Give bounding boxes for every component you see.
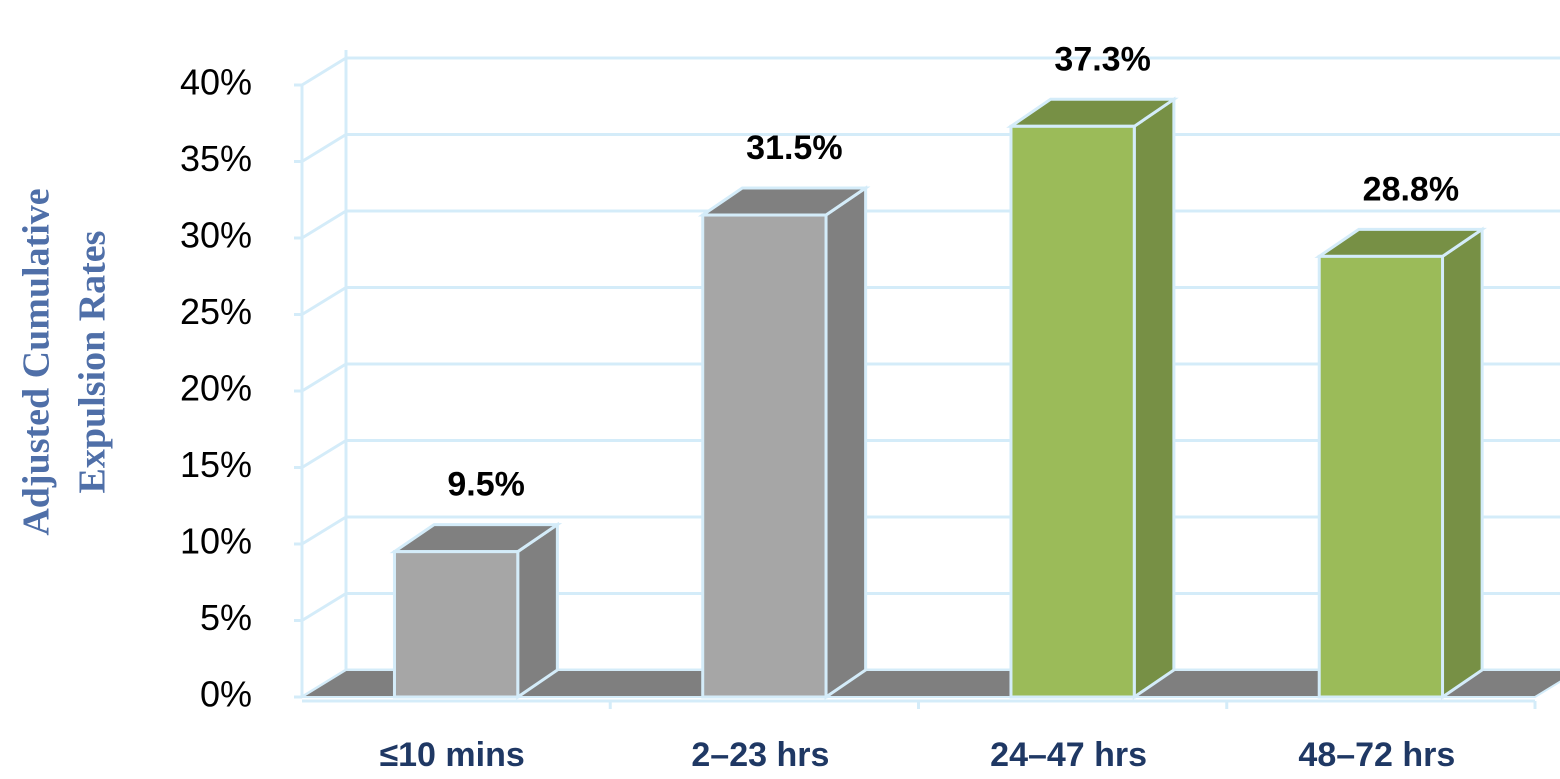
x-tick-label: 2–23 hrs (691, 736, 829, 774)
grid-line (301, 362, 347, 393)
y-tick-label: 35% (180, 138, 252, 179)
y-tick-label: 15% (180, 444, 252, 485)
grid-line (301, 515, 347, 546)
x-tick-label: ≤10 mins (379, 736, 524, 774)
value-label: 37.3% (1054, 40, 1150, 78)
y-axis-label: Adjusted Cumulative (16, 188, 58, 535)
y-tick-label: 5% (200, 597, 252, 638)
y-tick-label: 30% (180, 215, 252, 256)
value-label: 9.5% (447, 466, 525, 504)
y-tick-label: 20% (180, 368, 252, 409)
x-tick-label: 24–47 hrs (990, 736, 1147, 774)
y-tick-label: 10% (180, 521, 252, 562)
bar-side (1132, 96, 1176, 700)
bar (1009, 124, 1136, 699)
grid-line (301, 56, 347, 87)
y-axis-label: Expulsion Rates (72, 231, 114, 494)
bar (1317, 254, 1445, 699)
grid-line (301, 209, 347, 240)
y-tick-label: 25% (180, 291, 252, 332)
bar (392, 550, 520, 699)
grid-line (301, 286, 347, 316)
bar-side (1441, 226, 1484, 700)
y-tick-label: 0% (200, 674, 252, 715)
y-tick-label: 40% (180, 62, 252, 103)
grid-line (301, 133, 347, 163)
bar (701, 213, 828, 699)
bar-side (516, 521, 559, 700)
grid-line (301, 592, 347, 622)
x-tick-label: 48–72 hrs (1298, 736, 1455, 774)
value-label: 31.5% (746, 129, 842, 167)
bar-side (824, 185, 868, 700)
grid-line (301, 439, 347, 469)
value-label: 28.8% (1363, 170, 1459, 208)
